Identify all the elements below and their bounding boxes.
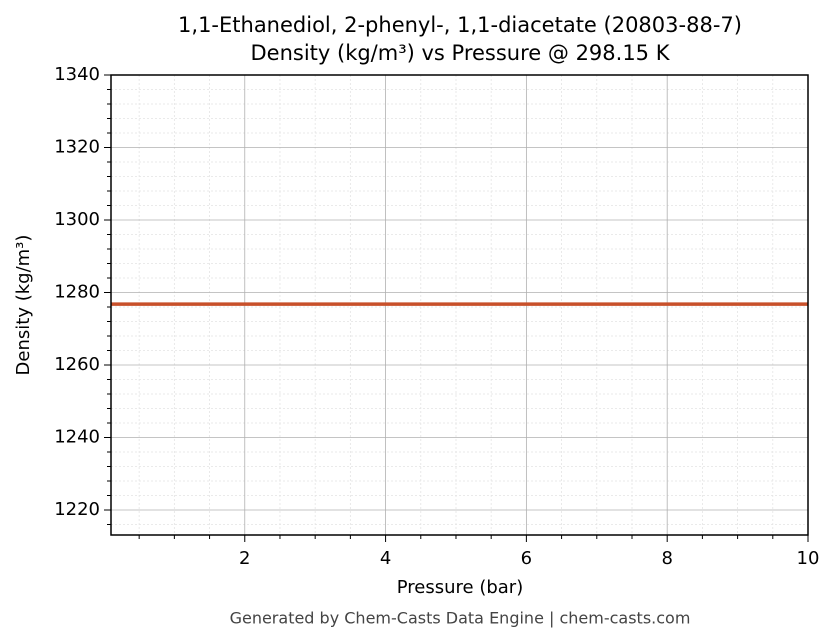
x-tick-label: 6 xyxy=(521,548,532,569)
y-tick-label: 1280 xyxy=(54,281,100,302)
plot-frame xyxy=(110,74,809,536)
chart-title: 1,1-Ethanediol, 2-phenyl-, 1,1-diacetate… xyxy=(178,13,742,37)
y-tick-label: 1240 xyxy=(54,426,100,447)
footer: Generated by Chem-Casts Data Engine | ch… xyxy=(230,609,691,628)
y-tick-label: 1300 xyxy=(54,209,100,230)
y-tick-label: 1260 xyxy=(54,354,100,375)
x-tick-label: 10 xyxy=(797,548,820,569)
chart-subtitle: Density (kg/m³) vs Pressure @ 298.15 K xyxy=(250,41,670,65)
x-tick-label: 2 xyxy=(239,548,250,569)
x-tick-label: 8 xyxy=(661,548,672,569)
y-tick-label: 1340 xyxy=(54,64,100,85)
y-tick-label: 1320 xyxy=(54,136,100,157)
x-tick-label: 4 xyxy=(380,548,391,569)
x-axis-label: Pressure (bar) xyxy=(397,577,523,598)
y-axis-label: Density (kg/m³) xyxy=(13,235,34,376)
y-tick-label: 1220 xyxy=(54,499,100,520)
